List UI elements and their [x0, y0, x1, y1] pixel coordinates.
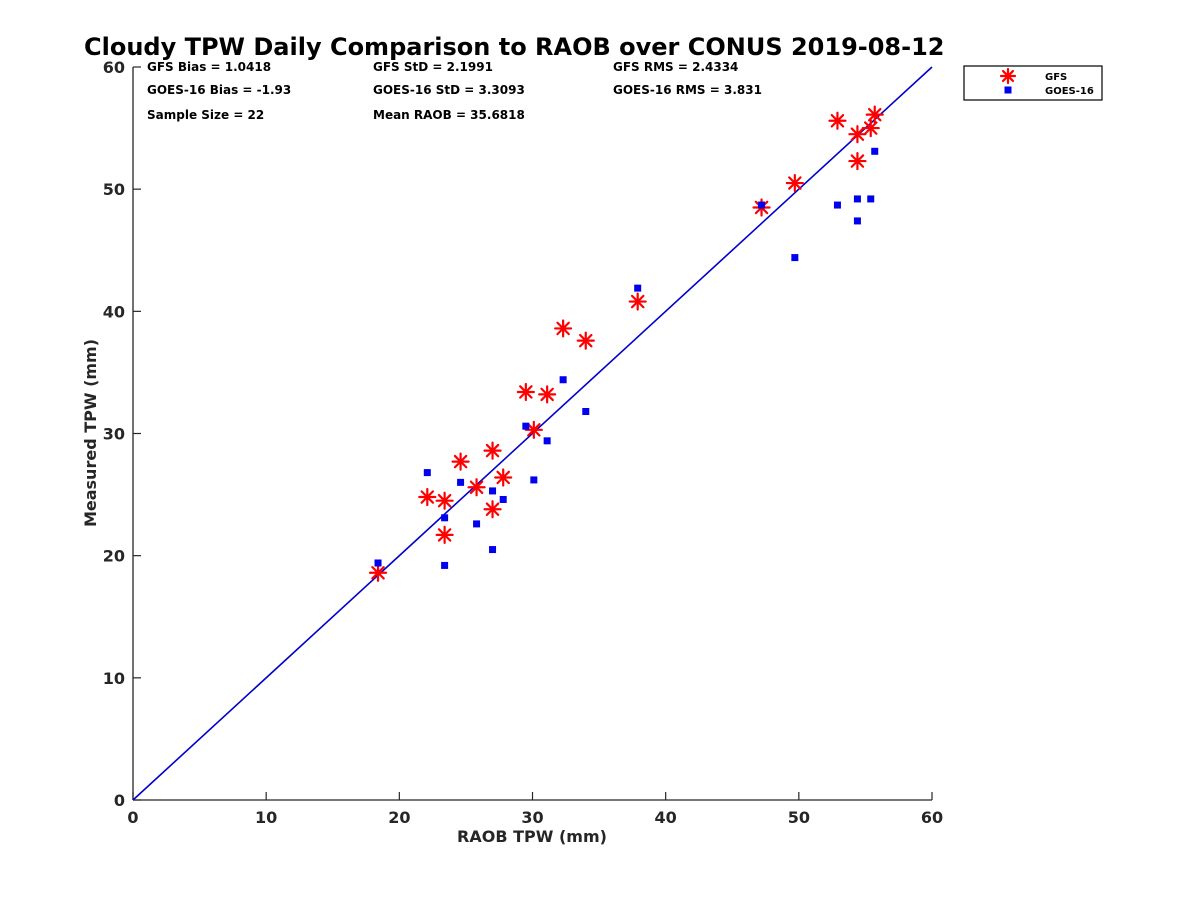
- goes16-point: [758, 201, 766, 209]
- goes16-point: [833, 201, 841, 209]
- y-tick-label: 30: [103, 425, 125, 444]
- gfs-point: [848, 151, 867, 171]
- legend-label: GFS: [1045, 72, 1067, 83]
- gfs-point: [861, 118, 880, 138]
- data-points: [368, 105, 884, 582]
- stat-gfs-std: GFS StD = 2.1991: [373, 60, 493, 74]
- legend-label: GOES-16: [1045, 86, 1094, 97]
- gfs-point: [865, 105, 884, 124]
- goes16-point: [457, 478, 465, 486]
- gfs-point: [435, 491, 454, 510]
- gfs-point: [628, 292, 647, 311]
- x-tick-label: 40: [655, 808, 677, 827]
- gfs-point: [483, 441, 502, 460]
- legend-goes16-marker: [1004, 86, 1012, 94]
- y-tick-label: 60: [103, 58, 125, 77]
- goes16-point: [871, 147, 879, 155]
- x-tick-label: 10: [255, 808, 277, 827]
- stat-gfs-bias: GFS Bias = 1.0418: [147, 60, 271, 74]
- gfs-point: [435, 525, 454, 544]
- gfs-point: [418, 487, 437, 507]
- gfs-point: [516, 382, 535, 402]
- stat-goes-rms: GOES-16 RMS = 3.831: [613, 83, 762, 97]
- gfs-point: [483, 500, 502, 519]
- goes16-point: [791, 254, 799, 262]
- goes16-point: [489, 546, 497, 554]
- goes16-point: [530, 476, 538, 484]
- goes16-point: [634, 284, 642, 292]
- x-tick-label: 30: [521, 808, 543, 827]
- x-tick-label: 20: [388, 808, 410, 827]
- stat-sample-size: Sample Size = 22: [147, 108, 264, 122]
- goes16-point: [423, 469, 431, 477]
- gfs-point: [451, 452, 470, 471]
- x-tick-label: 60: [921, 808, 943, 827]
- gfs-point: [576, 331, 595, 350]
- gfs-point: [524, 420, 543, 439]
- goes16-point: [499, 495, 507, 503]
- goes16-point: [867, 195, 875, 203]
- y-tick-label: 0: [114, 791, 125, 810]
- y-axis-label: Measured TPW (mm): [81, 339, 100, 527]
- gfs-point: [538, 385, 557, 404]
- gfs-point: [785, 173, 804, 193]
- goes16-point: [543, 437, 551, 445]
- y-tick-label: 50: [103, 180, 125, 199]
- gfs-point: [467, 478, 486, 497]
- goes16-point: [559, 376, 567, 384]
- goes16-point: [441, 514, 449, 522]
- gfs-point: [554, 319, 573, 338]
- y-tick-label: 20: [103, 547, 125, 566]
- gfs-point: [848, 125, 867, 144]
- series-goes-16: [374, 147, 879, 569]
- goes16-point: [582, 408, 590, 416]
- y-tick-label: 40: [103, 302, 125, 321]
- goes16-point: [441, 561, 449, 569]
- goes16-point: [853, 195, 861, 203]
- stat-goes-bias: GOES-16 Bias = -1.93: [147, 83, 291, 97]
- stats-panel: GFS Bias = 1.0418 GFS StD = 2.1991 GFS RMS…: [147, 60, 762, 122]
- goes16-point: [853, 217, 861, 225]
- stat-mean-raob: Mean RAOB = 35.6818: [373, 108, 525, 122]
- x-axis-label: RAOB TPW (mm): [457, 827, 607, 846]
- legend: GFS GOES-16: [963, 65, 1103, 101]
- stat-gfs-rms: GFS RMS = 2.4334: [613, 60, 738, 74]
- x-tick-label: 50: [788, 808, 810, 827]
- gfs-point: [368, 563, 388, 582]
- stat-goes-std: GOES-16 StD = 3.3093: [373, 83, 525, 97]
- gfs-point: [828, 111, 847, 130]
- goes16-point: [489, 487, 497, 495]
- legend-box: [963, 65, 1103, 101]
- chart-title: Cloudy TPW Daily Comparison to RAOB over…: [84, 33, 944, 61]
- series-gfs: [368, 105, 884, 582]
- goes16-point: [374, 559, 382, 567]
- x-tick-label: 0: [127, 808, 138, 827]
- goes16-point: [473, 520, 481, 528]
- axes: 0 10 20 30 40 50 60 0 10 20 30 40 50 60: [103, 58, 943, 827]
- gfs-point: [494, 468, 513, 487]
- one-to-one-line: [132, 66, 933, 801]
- goes16-point: [522, 422, 530, 430]
- y-tick-label: 10: [103, 669, 125, 688]
- legend-gfs-marker: [999, 67, 1017, 85]
